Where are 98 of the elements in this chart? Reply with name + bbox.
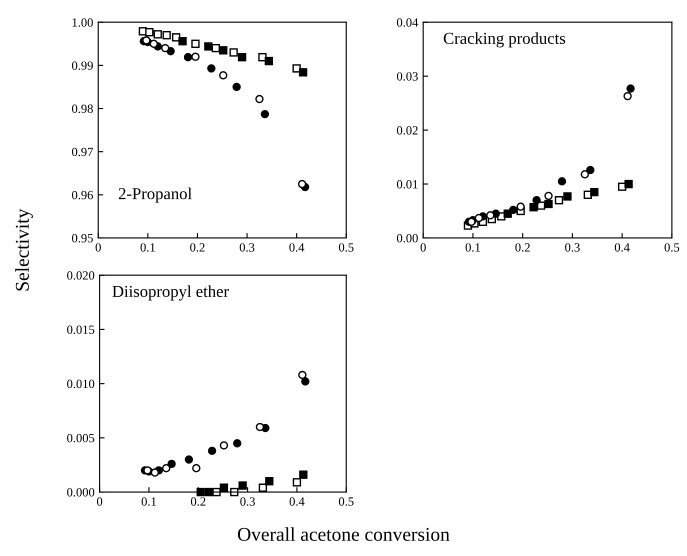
point [220,484,228,492]
annotation: Diisopropyl ether [112,285,229,300]
point [509,206,518,214]
y-tick-label: 0.00 [396,234,418,242]
y-tick-label: 0.005 [67,434,94,442]
point [219,46,228,54]
point [150,468,160,477]
y-tick-label: 0.000 [67,488,94,497]
x-tick-label: 0.1 [140,243,155,252]
y-tick-label: 0.97 [72,148,94,156]
point [586,166,594,174]
point [154,30,162,38]
x-tick-label: 0.5 [664,243,680,252]
point [232,82,241,92]
point [238,481,247,490]
x-tick-label: 0 [96,497,102,506]
x-tick-label: 0 [420,243,426,252]
point [504,210,512,218]
point [150,40,158,48]
point [301,377,310,386]
x-tick-label: 0.3 [240,243,254,252]
point [554,196,564,204]
y-tick-label: 0.03 [396,72,418,81]
x-tick-label: 0.4 [614,243,630,252]
point [161,44,170,52]
point [623,92,632,100]
point [298,180,306,188]
point [529,203,538,212]
point [162,464,170,472]
point [486,211,495,220]
y-tick-label: 0.04 [396,18,418,27]
point [624,180,633,188]
x-tick-label: 0.5 [338,243,354,252]
x-tick-label: 0 [96,243,101,252]
point [532,196,541,204]
point [299,470,308,479]
x-tick-label: 0.1 [142,497,156,506]
annotation: 2-Propanol [118,188,192,203]
point [207,64,216,73]
point [178,37,187,46]
point [264,56,274,66]
point [590,188,598,196]
point [292,478,302,486]
x-tick-label: 0.3 [240,497,255,506]
x-tick-label: 0.3 [565,243,580,252]
point [260,110,270,118]
point [238,53,246,62]
point [256,422,264,432]
x-tick-label: 0.2 [190,497,206,506]
point [563,192,572,201]
point [229,48,238,57]
point [474,214,484,222]
point [580,170,590,178]
point [298,68,308,76]
point [219,71,228,80]
y-tick-label: 0.95 [72,234,93,242]
annotation: Cracking products [444,32,566,48]
point [292,64,301,73]
y-tick-label: 0.01 [396,180,418,189]
y-axis-title: Selectivity [15,208,33,290]
point [516,202,525,211]
point [544,200,553,208]
point [265,477,274,486]
point [184,53,192,62]
x-tick-label: 0.2 [515,243,530,252]
point [167,460,176,468]
point [258,484,268,492]
point [172,33,180,42]
x-tick-label: 0.5 [338,497,354,506]
point [544,192,553,200]
point [208,446,216,456]
y-tick-label: 1.00 [72,18,93,27]
y-tick-label: 0.020 [67,271,94,280]
point [191,52,200,61]
x-tick-label: 0.4 [290,497,305,506]
y-tick-label: 0.99 [72,61,93,70]
point [220,441,228,450]
y-tick-label: 0.015 [67,325,94,334]
x-tick-label: 0.2 [190,243,205,252]
point [192,464,200,472]
y-tick-label: 0.02 [396,126,418,135]
point [298,370,307,380]
y-tick-label: 0.96 [72,190,94,200]
x-axis-title: Overall acetone conversion [238,527,450,541]
x-tick-label: 0.1 [466,243,480,252]
y-tick-label: 0.98 [72,104,93,114]
point [233,439,242,448]
point [145,28,154,36]
point [204,42,213,51]
x-tick-label: 0.4 [289,243,304,252]
point [626,84,635,93]
point [184,455,194,464]
point [558,177,566,186]
point [162,31,171,40]
y-tick-label: 0.010 [67,380,94,388]
point [618,182,626,191]
point [191,40,200,48]
point [255,94,264,104]
